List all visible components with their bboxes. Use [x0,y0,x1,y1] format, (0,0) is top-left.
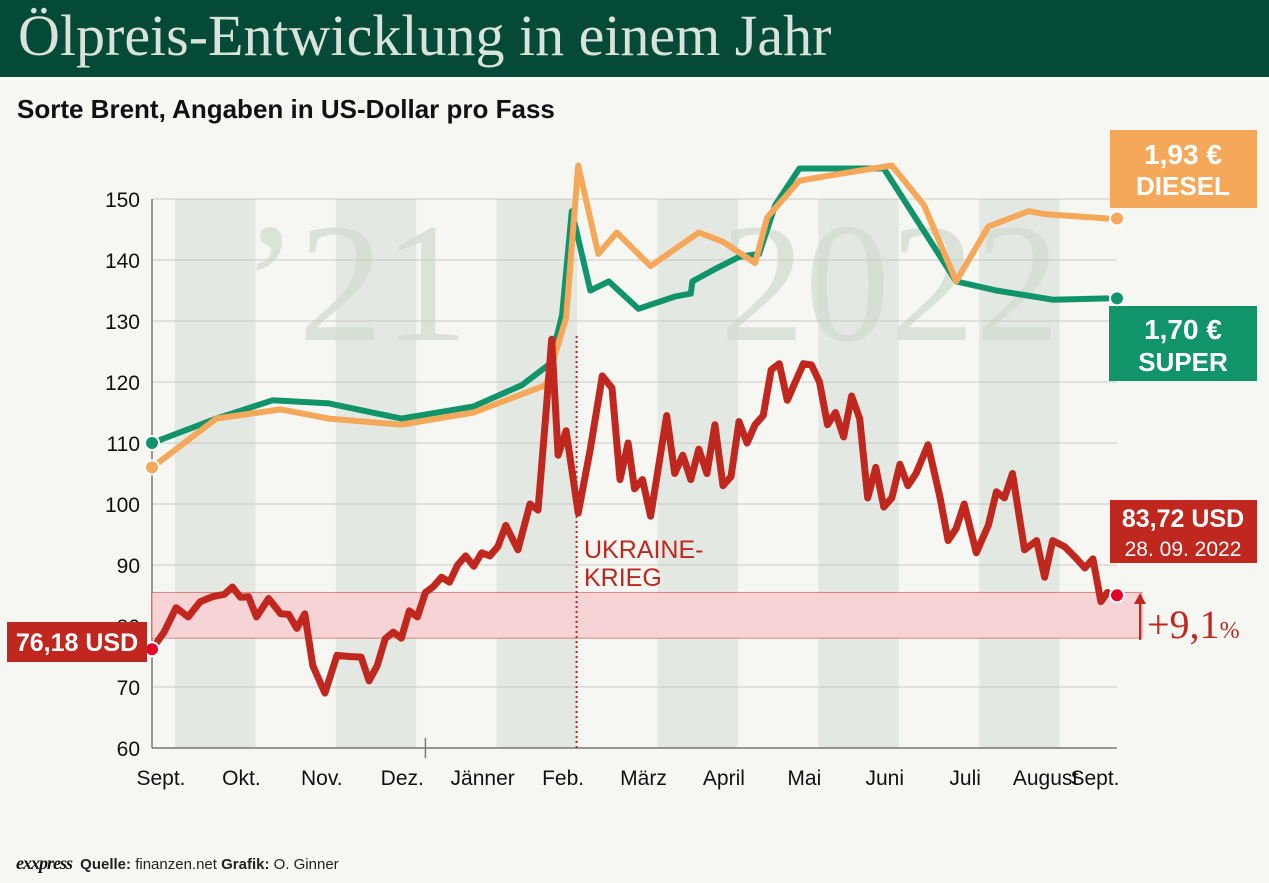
y-tick-label: 90 [117,555,140,578]
x-tick-label: Mai [787,767,821,790]
y-tick-label: 110 [107,433,140,456]
super-price-label: 1,70 € [1144,314,1222,345]
header-bar: Ölpreis-Entwicklung in einem Jahr [0,0,1269,77]
footer: exxpress Quelle: finanzen.net Grafik: O.… [16,853,339,874]
series-line-brent [148,335,1111,697]
ukraine-war-label-line1: UKRAINE- [584,536,703,564]
x-tick-label: Dez. [381,767,424,790]
month-stripe [818,199,899,748]
diesel-price-label: 1,93 € [1144,139,1222,170]
x-tick-label: Juni [865,767,904,790]
end-price-label: 83,72 USD [1122,505,1244,533]
change-band [151,591,1143,639]
super-label-box [1109,306,1257,381]
change-unit: % [1220,618,1240,644]
start-price-box [7,622,147,662]
brent-start-point [144,641,160,658]
change-percent-label: +9,1% [1147,602,1240,647]
graphic-value: O. Ginner [273,856,339,873]
x-tick-label: Okt. [222,767,261,790]
y-tick-label: 140 [105,250,140,273]
month-stripe [175,199,256,748]
x-tick-label: März [620,767,667,790]
y-tick-label: 130 [105,311,140,334]
super-end-point [1109,290,1125,307]
graphic-label: Grafik: [221,856,270,873]
chart-title: Ölpreis-Entwicklung in einem Jahr [18,3,832,68]
x-tick-label: Nov. [301,767,343,790]
y-tick-label: 70 [117,677,140,700]
change-arrow-head [1134,593,1146,604]
ukraine-war-label-line2: KRIEG [584,564,662,592]
x-tick-label: Juli [949,767,981,790]
brent-end-point [1109,587,1125,604]
chart-subtitle: Sorte Brent, Angaben in US-Dollar pro Fa… [17,94,555,124]
x-tick-label: Sept. [136,767,185,790]
x-tick-label: Feb. [542,767,584,790]
super-type-label: SUPER [1138,347,1228,377]
series-line-diesel [149,162,1111,471]
diesel-label-box [1110,130,1257,208]
diesel-type-label: DIESEL [1136,171,1230,201]
y-tick-label: 60 [117,738,140,761]
x-tick-label: Sept. [1070,767,1119,790]
y-tick-label: 150 [105,189,140,212]
x-tick-label: Jänner [451,767,515,790]
super-start-point [144,435,160,451]
y-tick-label: 120 [105,372,140,395]
diesel-end-point [1109,210,1125,227]
start-price-label: 76,18 USD [16,629,138,657]
y-tick-label: 100 [105,494,140,517]
x-tick-label: April [703,767,745,790]
end-date-label: 28. 09. 2022 [1125,538,1242,561]
change-value: +9,1 [1147,602,1220,647]
year-label-2021: ’21 [242,189,469,377]
diesel-start-point [144,459,160,476]
end-price-box [1110,500,1257,563]
x-tick-label: August [1013,767,1079,790]
source-label: Quelle: [80,856,132,873]
source-value: finanzen.net [135,856,217,873]
exxpress-logo: exxpress [16,853,73,873]
